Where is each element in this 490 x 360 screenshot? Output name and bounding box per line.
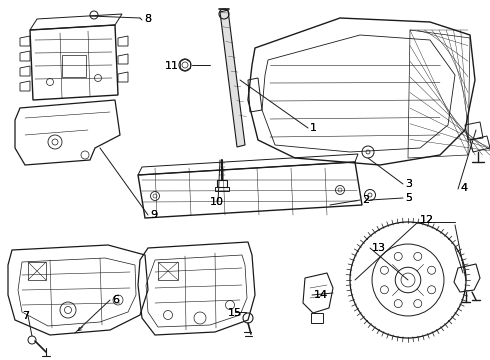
Bar xyxy=(158,262,178,280)
Text: 5: 5 xyxy=(405,193,412,203)
Text: 14: 14 xyxy=(314,290,328,300)
Text: 2: 2 xyxy=(362,195,369,205)
Text: 8: 8 xyxy=(144,14,151,24)
Bar xyxy=(217,180,227,187)
Text: 14: 14 xyxy=(314,290,328,300)
Text: 10: 10 xyxy=(210,197,224,207)
Text: 4: 4 xyxy=(460,183,467,193)
Text: 10: 10 xyxy=(210,197,224,207)
Bar xyxy=(62,55,86,77)
Text: 5: 5 xyxy=(405,193,412,203)
Text: 11: 11 xyxy=(165,61,179,71)
Text: 15: 15 xyxy=(228,308,242,318)
Text: 3: 3 xyxy=(405,179,412,189)
Text: 3: 3 xyxy=(405,179,412,189)
Text: 1: 1 xyxy=(310,123,317,133)
Polygon shape xyxy=(220,10,245,147)
Text: 1: 1 xyxy=(310,123,317,133)
Text: 13: 13 xyxy=(372,243,386,253)
Text: 7: 7 xyxy=(22,311,29,321)
Text: 6: 6 xyxy=(112,295,119,305)
Text: 2: 2 xyxy=(362,195,369,205)
Text: 12: 12 xyxy=(420,215,434,225)
Text: 6: 6 xyxy=(112,295,119,305)
Text: 9: 9 xyxy=(150,210,157,220)
Text: 4: 4 xyxy=(460,183,467,193)
Text: 12: 12 xyxy=(420,215,434,225)
Text: 8: 8 xyxy=(144,14,151,24)
Text: 15: 15 xyxy=(228,308,242,318)
Bar xyxy=(311,313,323,323)
Text: 11: 11 xyxy=(165,61,179,71)
Bar xyxy=(28,262,46,280)
Text: 13: 13 xyxy=(372,243,386,253)
Bar xyxy=(215,187,229,191)
Text: 9: 9 xyxy=(150,210,157,220)
Text: 7: 7 xyxy=(22,311,29,321)
